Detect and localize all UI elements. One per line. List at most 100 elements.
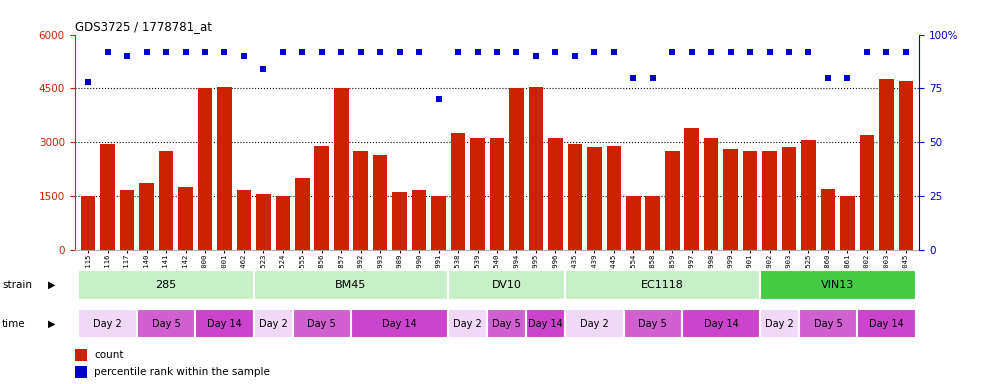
Point	[781, 49, 797, 55]
Text: GDS3725 / 1778781_at: GDS3725 / 1778781_at	[75, 20, 212, 33]
Bar	[682, 309, 759, 338]
Point	[469, 49, 485, 55]
Point	[236, 53, 251, 59]
Bar	[606, 146, 621, 250]
Bar	[75, 349, 87, 361]
Bar	[759, 309, 799, 338]
Bar	[75, 366, 87, 379]
Text: Day 2: Day 2	[765, 318, 793, 329]
Bar	[292, 309, 351, 338]
Bar	[821, 189, 835, 250]
Text: Day 2: Day 2	[93, 318, 122, 329]
Bar	[314, 146, 329, 250]
Bar	[860, 135, 874, 250]
Bar	[198, 88, 213, 250]
Bar	[857, 309, 915, 338]
Point	[528, 53, 544, 59]
Bar	[412, 190, 426, 250]
Bar	[431, 196, 446, 250]
Point	[761, 49, 777, 55]
Point	[606, 49, 622, 55]
Point	[567, 53, 582, 59]
Bar	[548, 139, 563, 250]
Point	[294, 49, 310, 55]
Bar	[79, 270, 253, 300]
Point	[119, 53, 135, 59]
Bar	[79, 309, 137, 338]
Bar	[626, 196, 640, 250]
Text: Day 5: Day 5	[492, 318, 521, 329]
Bar	[566, 309, 623, 338]
Point	[138, 49, 154, 55]
Point	[625, 74, 641, 81]
Bar	[450, 133, 465, 250]
Point	[158, 49, 174, 55]
Text: time: time	[2, 318, 26, 329]
Point	[314, 49, 330, 55]
Text: strain: strain	[2, 280, 32, 290]
Bar	[781, 147, 796, 250]
Bar	[487, 309, 526, 338]
Point	[99, 49, 115, 55]
Bar	[448, 270, 566, 300]
Point	[392, 49, 408, 55]
Point	[879, 49, 895, 55]
Bar	[351, 309, 448, 338]
Point	[372, 49, 388, 55]
Text: ▶: ▶	[48, 280, 56, 290]
Point	[800, 49, 816, 55]
Bar	[685, 128, 699, 250]
Bar	[253, 309, 292, 338]
Bar	[137, 309, 195, 338]
Point	[723, 49, 739, 55]
Bar	[704, 139, 719, 250]
Text: Day 5: Day 5	[638, 318, 667, 329]
Bar	[566, 270, 759, 300]
Text: Day 14: Day 14	[383, 318, 417, 329]
Point	[489, 49, 505, 55]
Bar	[529, 86, 544, 250]
Point	[898, 49, 913, 55]
Text: Day 5: Day 5	[813, 318, 842, 329]
Text: ▶: ▶	[48, 318, 56, 329]
Point	[197, 49, 213, 55]
Bar	[295, 178, 309, 250]
Point	[353, 49, 369, 55]
Point	[255, 66, 271, 72]
Point	[684, 49, 700, 55]
Point	[275, 49, 291, 55]
Text: count: count	[94, 350, 124, 360]
Bar	[253, 270, 448, 300]
Text: 285: 285	[155, 280, 177, 290]
Text: Day 2: Day 2	[580, 318, 608, 329]
Bar	[393, 192, 407, 250]
Bar	[899, 81, 913, 250]
Bar	[178, 187, 193, 250]
Bar	[490, 139, 504, 250]
Bar	[526, 309, 566, 338]
Bar	[334, 88, 349, 250]
Point	[450, 49, 466, 55]
Bar	[568, 144, 582, 250]
Point	[703, 49, 719, 55]
Point	[664, 49, 680, 55]
Bar	[256, 194, 270, 250]
Point	[509, 49, 525, 55]
Point	[412, 49, 427, 55]
Bar	[159, 151, 173, 250]
Text: percentile rank within the sample: percentile rank within the sample	[94, 367, 270, 377]
Bar	[81, 196, 95, 250]
Bar	[840, 196, 855, 250]
Point	[217, 49, 233, 55]
Text: VIN13: VIN13	[821, 280, 854, 290]
Point	[743, 49, 758, 55]
Text: Day 14: Day 14	[869, 318, 904, 329]
Text: Day 2: Day 2	[453, 318, 482, 329]
Text: Day 5: Day 5	[307, 318, 336, 329]
Point	[430, 96, 446, 102]
Bar	[801, 140, 816, 250]
Point	[586, 49, 602, 55]
Bar	[275, 196, 290, 250]
Bar	[623, 309, 682, 338]
Bar	[743, 151, 757, 250]
